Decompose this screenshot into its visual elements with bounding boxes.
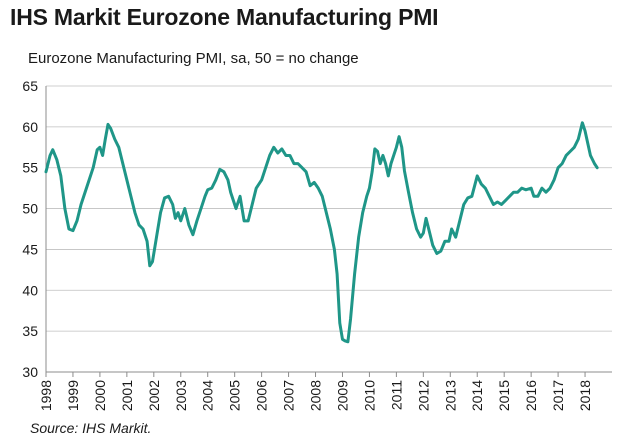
axes — [45, 86, 612, 373]
y-tick-label: 60 — [22, 119, 38, 135]
x-tick-label: 2013 — [442, 380, 458, 411]
y-tick-label: 65 — [22, 78, 38, 94]
x-tick-label: 2016 — [523, 380, 539, 411]
x-tick-label: 1999 — [65, 380, 81, 411]
x-tick-label: 2009 — [334, 380, 350, 411]
x-tick-label: 2006 — [254, 380, 270, 411]
x-tick-label: 2007 — [281, 380, 297, 411]
x-tick-label: 2003 — [173, 380, 189, 411]
x-tick-label: 2010 — [361, 380, 377, 411]
y-tick-label: 45 — [22, 241, 38, 257]
y-tick-label: 55 — [22, 160, 38, 176]
x-tick-label: 2014 — [469, 380, 485, 411]
source-note: Source: IHS Markit. — [30, 420, 152, 436]
x-tick-label: 2000 — [92, 380, 108, 411]
x-tick-label: 2005 — [227, 380, 243, 411]
x-axis-ticks: 1998 1999 2000 2001 2002 2003 2004 2005 2006 2007… — [38, 372, 593, 411]
y-tick-label: 50 — [22, 201, 38, 217]
chart-subtitle: Eurozone Manufacturing PMI, sa, 50 = no … — [28, 50, 359, 67]
y-tick-label: 35 — [22, 323, 38, 339]
x-tick-label: 2018 — [577, 380, 593, 411]
page-title: IHS Markit Eurozone Manufacturing PMI — [10, 4, 439, 30]
x-tick-label: 2011 — [388, 380, 404, 410]
x-tick-label: 2002 — [146, 380, 162, 411]
y-axis-ticks: 30 35 40 45 50 55 60 65 — [22, 78, 38, 380]
series-layer — [44, 121, 599, 344]
x-tick-label: 2001 — [119, 380, 135, 411]
y-tick-label: 30 — [22, 364, 38, 380]
x-tick-label: 2004 — [200, 380, 216, 411]
x-tick-label: 2015 — [496, 380, 512, 411]
y-tick-label: 40 — [22, 282, 38, 298]
gridlines — [46, 85, 612, 332]
x-tick-label: 2012 — [415, 380, 431, 411]
x-tick-label: 2017 — [550, 380, 566, 411]
x-tick-label: 2008 — [308, 380, 324, 411]
x-tick-label: 1998 — [38, 380, 54, 411]
series-line-0 — [44, 121, 599, 344]
